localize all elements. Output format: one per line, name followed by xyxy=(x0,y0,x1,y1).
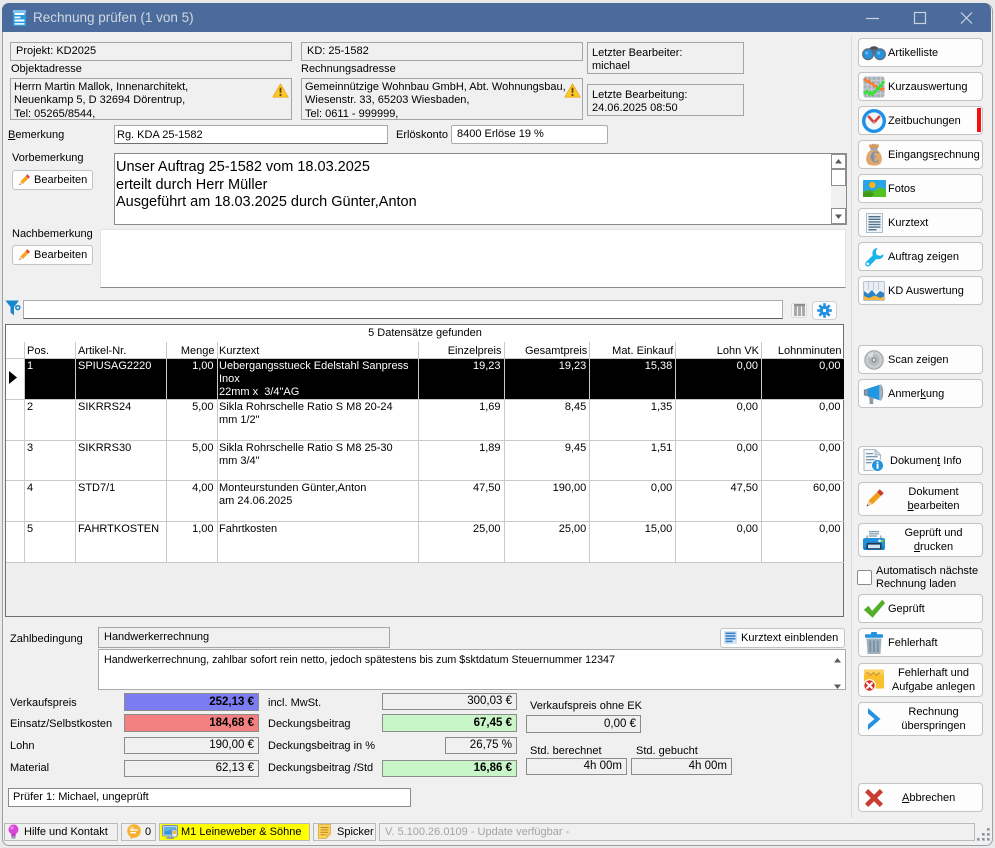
svg-text:€: € xyxy=(870,148,879,167)
